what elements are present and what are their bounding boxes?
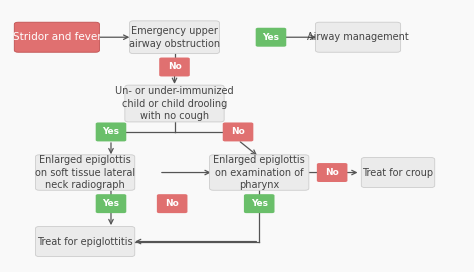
Text: Stridor and fever: Stridor and fever: [13, 32, 101, 42]
FancyBboxPatch shape: [317, 163, 347, 182]
FancyBboxPatch shape: [159, 57, 190, 76]
FancyBboxPatch shape: [129, 21, 219, 54]
FancyBboxPatch shape: [96, 122, 126, 141]
Text: Yes: Yes: [263, 33, 280, 42]
Text: No: No: [325, 168, 339, 177]
Text: Yes: Yes: [102, 199, 119, 208]
Text: Un- or under-immunized
child or child drooling
with no cough: Un- or under-immunized child or child dr…: [115, 86, 234, 121]
Text: Yes: Yes: [251, 199, 268, 208]
FancyBboxPatch shape: [255, 28, 286, 47]
Text: No: No: [165, 199, 179, 208]
Text: No: No: [168, 63, 182, 72]
FancyBboxPatch shape: [157, 194, 187, 213]
Text: Yes: Yes: [102, 128, 119, 137]
FancyBboxPatch shape: [36, 155, 135, 190]
FancyBboxPatch shape: [14, 22, 100, 52]
FancyBboxPatch shape: [36, 227, 135, 256]
FancyBboxPatch shape: [244, 194, 274, 213]
Text: Emergency upper
airway obstruction: Emergency upper airway obstruction: [129, 26, 220, 49]
FancyBboxPatch shape: [361, 157, 435, 188]
FancyBboxPatch shape: [315, 22, 401, 52]
Text: Airway management: Airway management: [307, 32, 409, 42]
Text: Enlarged epiglottis
on soft tissue lateral
neck radiograph: Enlarged epiglottis on soft tissue later…: [35, 155, 135, 190]
FancyBboxPatch shape: [125, 85, 224, 122]
Text: Treat for croup: Treat for croup: [363, 168, 434, 178]
Text: Enlarged epiglottis
on examination of
pharynx: Enlarged epiglottis on examination of ph…: [213, 155, 305, 190]
FancyBboxPatch shape: [96, 194, 126, 213]
FancyBboxPatch shape: [223, 122, 253, 141]
FancyBboxPatch shape: [210, 155, 309, 190]
Text: No: No: [231, 128, 245, 137]
Text: Treat for epiglottitis: Treat for epiglottitis: [37, 237, 133, 246]
